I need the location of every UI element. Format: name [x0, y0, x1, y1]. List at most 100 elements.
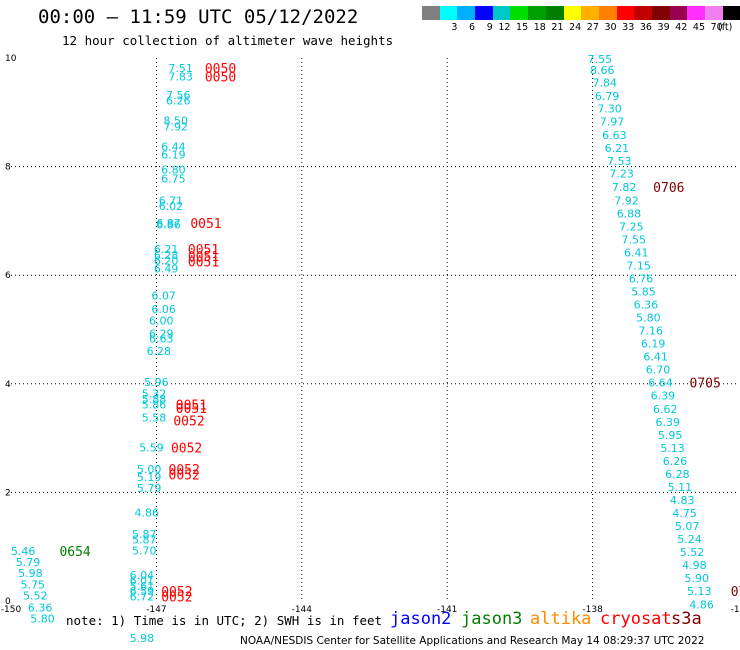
swh-value-label: 5.80	[636, 312, 661, 325]
swh-value-label: 4.86	[134, 506, 159, 519]
swh-value-label: 5.85	[631, 285, 656, 298]
swh-value-label: 6.19	[641, 338, 666, 351]
swh-value-label: 7.51	[168, 62, 193, 75]
swh-value-label: 6.36	[28, 602, 53, 615]
pass-time-label: 0052	[161, 591, 192, 606]
swh-value-label: 7.92	[164, 120, 189, 133]
colorbar-swatch	[687, 6, 705, 20]
swh-value-label: 5.52	[680, 546, 705, 559]
swh-value-label: 7.16	[639, 325, 664, 338]
colorbar-labels: 3 6 9 12 15 18 21 24 27 30 33 36 39 42 45 70	[422, 22, 723, 33]
swh-value-label: 6.20	[154, 255, 179, 268]
swh-value-label: 6.44	[161, 141, 186, 154]
swh-value-label: 8.50	[164, 114, 189, 127]
colorbar-swatch	[669, 6, 688, 20]
pass-time-label: 0051	[188, 243, 219, 258]
colorbar-label: 70	[710, 22, 723, 33]
swh-value-label: 6.06	[151, 303, 176, 316]
swh-value-label: 6.26	[663, 455, 688, 468]
swh-value-label: 7.53	[607, 155, 632, 168]
swh-value-label: 7.84	[592, 76, 617, 89]
swh-value-label: 5.79	[16, 556, 41, 569]
swh-value-label: 4.83	[670, 494, 695, 507]
swh-value-label: 7.55	[588, 53, 613, 66]
credit-footer: NOAA/NESDIS Center for Satellite Applica…	[240, 635, 705, 647]
swh-value-label: 6.00	[149, 314, 174, 327]
colorbar-label: 12	[498, 22, 511, 33]
colorbar-swatch	[475, 6, 493, 20]
colorbar-swatch	[651, 6, 670, 20]
pass-time-label: 0051	[176, 402, 207, 417]
colorbar-label: 33	[622, 22, 635, 33]
swh-value-label: 7.30	[597, 102, 622, 115]
swh-value-label: 5.07	[675, 520, 700, 533]
swh-value-label: 6.41	[624, 246, 649, 259]
colorbar-swatch	[492, 6, 511, 20]
swh-value-label: 7.92	[614, 194, 639, 207]
swh-value-label: 5.88	[142, 393, 167, 406]
swh-value-label: 6.63	[602, 129, 627, 142]
swh-value-label: 6.39	[651, 390, 676, 403]
swh-value-label: 7.55	[622, 233, 647, 246]
swh-value-label: 7.56	[166, 89, 191, 102]
colorbar-label: 9	[486, 22, 493, 33]
swh-value-label: 6.36	[634, 299, 659, 312]
swh-value-label: 5.98	[18, 567, 43, 580]
pass-time-label: 0051	[176, 398, 207, 413]
swh-value-label: 5.59	[139, 441, 164, 454]
swh-value-label: 6.62	[653, 403, 678, 416]
swh-value-label: 6.21	[605, 142, 630, 155]
swh-value-label: 6.86	[156, 219, 181, 232]
colorbar-label: 30	[604, 22, 617, 33]
colorbar-label: 42	[675, 22, 688, 33]
swh-value-label: 5.79	[137, 482, 162, 495]
swh-value-label: 5.61	[130, 580, 155, 593]
swh-value-label: 5.80	[30, 612, 55, 625]
footnote: note: 1) Time is in UTC; 2) SWH is in fe…	[66, 613, 383, 628]
legend-jason3: jason3	[461, 609, 523, 629]
swh-value-label: 6.28	[147, 345, 172, 358]
colorbar-swatch	[457, 6, 476, 20]
colorbar-swatch	[422, 6, 440, 20]
swh-value-label: 6.70	[646, 364, 671, 377]
chart-subtitle: 12 hour collection of altimeter wave hei…	[62, 33, 394, 48]
legend-s3a: s3a	[671, 609, 702, 629]
y-tick-label: 2	[5, 488, 11, 498]
colorbar	[422, 6, 740, 20]
x-tick-label: -141	[437, 605, 457, 615]
swh-value-label: 6.63	[149, 333, 174, 346]
y-tick-label: 8	[5, 163, 11, 173]
swh-value-label: 6.04	[130, 569, 155, 582]
swh-value-label: 7.83	[168, 70, 193, 83]
colorbar-swatch	[616, 6, 635, 20]
colorbar-label: 15	[516, 22, 529, 33]
colorbar-swatch	[705, 6, 723, 20]
legend-cryosat: cryosat	[600, 609, 672, 629]
swh-value-label: 6.07	[151, 289, 176, 302]
colorbar-label: 45	[692, 22, 705, 33]
swh-value-label: 7.97	[600, 116, 625, 129]
swh-value-label: 5.70	[132, 545, 157, 558]
swh-value-label: 5.95	[658, 429, 683, 442]
colorbar-label: 21	[551, 22, 564, 33]
swh-value-label: 6.26	[166, 94, 191, 107]
pass-time-label: 0050	[205, 62, 236, 77]
pass-time-label: 0705	[690, 377, 721, 392]
pass-time-label: 07	[731, 585, 740, 600]
pass-time-label: 0706	[653, 181, 684, 196]
swh-value-label: 6.76	[629, 272, 654, 285]
colorbar-swatch	[722, 6, 740, 20]
colorbar-swatch	[598, 6, 617, 20]
colorbar-label: 39	[657, 22, 670, 33]
swh-value-label: 5.19	[137, 471, 162, 484]
colorbar-swatch	[581, 6, 599, 20]
colorbar-swatch	[528, 6, 546, 20]
y-tick-label: 6	[5, 271, 11, 281]
swh-value-label: 7.23	[609, 168, 634, 181]
colorbar-units: (ft)	[718, 22, 733, 33]
swh-value-label: 7.82	[612, 181, 637, 194]
x-tick-label: -144	[292, 605, 313, 615]
colorbar-label: 6	[469, 22, 476, 33]
swh-value-label: 6.21	[154, 243, 179, 256]
